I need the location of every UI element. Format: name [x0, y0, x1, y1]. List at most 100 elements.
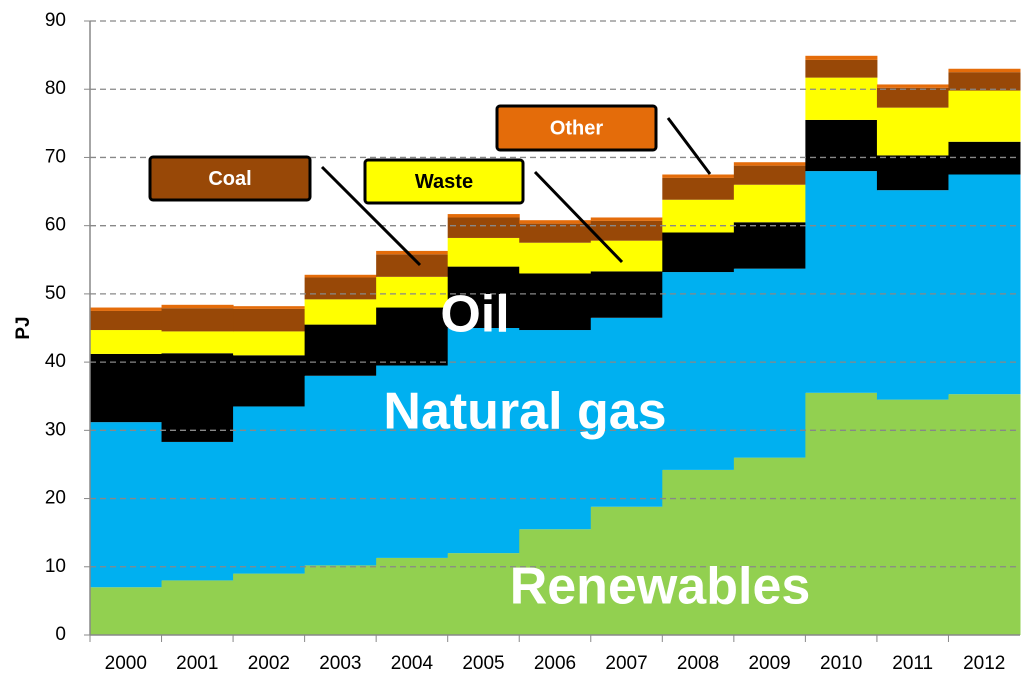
- bar-segment: [447, 237, 520, 267]
- bar-segment: [662, 199, 735, 233]
- bar-segment: [90, 310, 163, 331]
- bar-segment: [233, 306, 306, 309]
- bar-segment: [948, 174, 1021, 395]
- bar-segment: [90, 587, 163, 635]
- series-label: Natural gas: [383, 383, 666, 441]
- bar-segment: [90, 422, 163, 588]
- bar-segment: [304, 324, 377, 376]
- bar-segment: [376, 250, 449, 255]
- bar-segment: [805, 392, 878, 635]
- bar-segment: [590, 317, 663, 507]
- bar-segment: [233, 406, 306, 574]
- bar-segment: [948, 72, 1021, 91]
- bar-segment: [948, 141, 1021, 175]
- series-label: Renewables: [510, 558, 811, 616]
- bar-segment: [805, 77, 878, 120]
- bar-segment: [590, 217, 663, 221]
- bar-segment: [447, 328, 520, 554]
- bar-segment: [90, 307, 163, 311]
- bar-segment: [161, 308, 234, 332]
- x-tick-label: 2011: [892, 653, 933, 674]
- bar-segment: [805, 59, 878, 78]
- bar-segment: [304, 565, 377, 635]
- series-label: Coal: [208, 168, 251, 190]
- bar-segment: [948, 90, 1021, 142]
- x-tick-label: 2001: [176, 653, 218, 674]
- bar-segment: [805, 55, 878, 60]
- bar-segment: [519, 273, 592, 331]
- y-tick-label: 30: [45, 419, 66, 440]
- bar-segment: [519, 242, 592, 274]
- bar-segment: [519, 220, 592, 224]
- series-label: Other: [550, 117, 604, 139]
- bar-segment: [662, 174, 735, 178]
- bar-segment: [805, 171, 878, 393]
- callout-line: [533, 170, 624, 264]
- x-tick-label: 2012: [963, 653, 1005, 674]
- bar-segment: [376, 254, 449, 277]
- bar-segment: [876, 155, 949, 191]
- bar-segment: [948, 68, 1021, 73]
- callout-line: [320, 165, 422, 267]
- y-tick-label: 20: [45, 488, 66, 509]
- bar-segment: [304, 375, 377, 566]
- bar-segment: [519, 330, 592, 530]
- legend-box: [148, 155, 312, 202]
- bar-segment: [233, 308, 306, 332]
- x-tick-label: 2003: [319, 653, 361, 674]
- y-tick-label: 80: [45, 78, 66, 99]
- x-tick-label: 2005: [462, 653, 504, 674]
- bar-segment: [876, 87, 949, 108]
- y-tick-label: 40: [45, 351, 66, 372]
- bar-segment: [876, 107, 949, 156]
- x-tick-label: 2009: [748, 653, 790, 674]
- x-tick-label: 2002: [248, 653, 290, 674]
- series-label: Waste: [415, 171, 473, 193]
- bar-segment: [733, 268, 806, 458]
- bar-segment: [876, 190, 949, 400]
- bar-segment: [161, 353, 234, 442]
- series-label: Oil: [440, 286, 509, 344]
- y-tick-label: 70: [45, 146, 66, 167]
- bar-segment: [90, 353, 163, 423]
- x-tick-label: 2010: [820, 653, 862, 674]
- bar-segment: [304, 299, 377, 325]
- bar-segment: [376, 307, 449, 366]
- bar-segment: [447, 266, 520, 328]
- bar-segment: [733, 165, 806, 185]
- bar-segment: [447, 217, 520, 238]
- bar-segment: [733, 222, 806, 269]
- bar-segment: [948, 394, 1021, 635]
- bar-segment: [161, 304, 234, 309]
- callout-line: [666, 117, 712, 175]
- bar-segment: [90, 330, 163, 354]
- bar-segment: [590, 506, 663, 635]
- bar-segment: [161, 331, 234, 354]
- bar-segment: [161, 441, 234, 581]
- x-tick-label: 2008: [677, 653, 719, 674]
- bar-segment: [876, 84, 949, 88]
- y-tick-label: 60: [45, 215, 66, 236]
- bar-segment: [590, 240, 663, 272]
- bar-segment: [233, 355, 306, 407]
- y-axis-label: PJ: [13, 316, 34, 339]
- bar-segment: [447, 214, 520, 218]
- x-tick-label: 2006: [534, 653, 576, 674]
- x-tick-label: 2007: [605, 653, 647, 674]
- bar-segment: [304, 277, 377, 300]
- bar-segment: [161, 580, 234, 635]
- bar-segment: [304, 274, 377, 278]
- y-tick-label: 10: [45, 556, 66, 577]
- legend-box: [495, 104, 658, 152]
- y-tick-label: 90: [45, 10, 66, 31]
- bar-segment: [733, 457, 806, 635]
- bar-segment: [376, 365, 449, 558]
- bar-segment: [376, 557, 449, 635]
- bar-segment: [662, 177, 735, 200]
- x-tick-label: 2000: [105, 653, 147, 674]
- bar-segment: [662, 272, 735, 470]
- y-tick-label: 0: [55, 624, 66, 645]
- bar-segment: [805, 119, 878, 172]
- bar-segment: [662, 469, 735, 635]
